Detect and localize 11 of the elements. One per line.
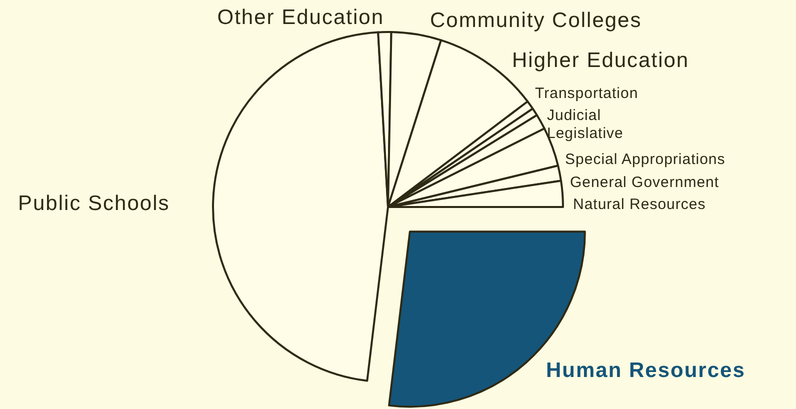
slice-label: Community Colleges [430,9,642,32]
slice-label: General Government [570,174,720,191]
slice-label: Judicial [547,107,602,124]
slice-label: Other Education [217,6,384,29]
slice-label: Higher Education [512,49,690,72]
slice-label: Transportation [535,85,638,102]
slice-label: Human Resources [546,359,746,382]
slice-label: Public Schools [18,192,170,215]
slice-label: Natural Resources [573,196,706,213]
slice-label: Legislative [547,125,624,142]
slice-label: Special Appropriations [565,151,726,168]
